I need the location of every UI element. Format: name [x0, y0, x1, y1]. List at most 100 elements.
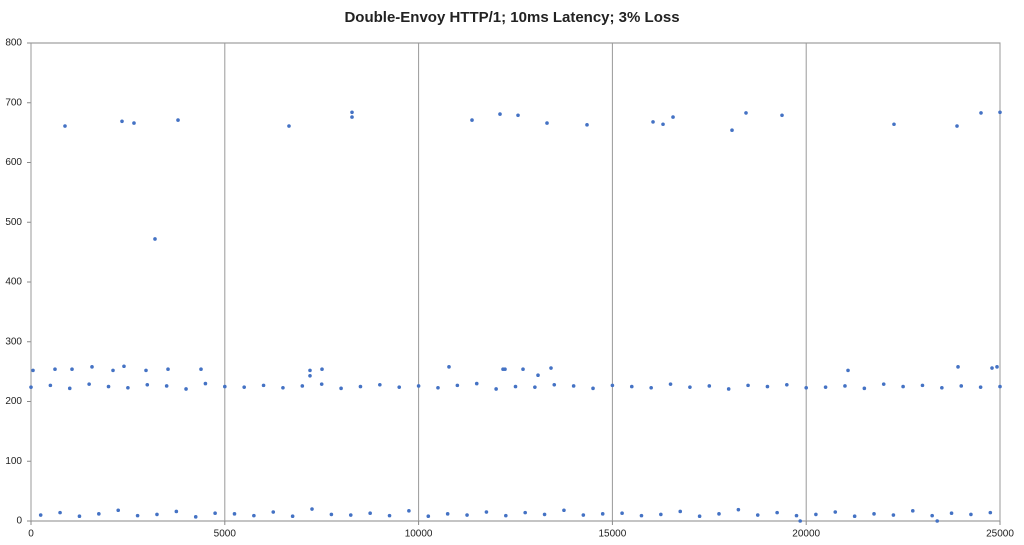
point	[668, 382, 673, 386]
point	[513, 384, 518, 389]
x-tick-label: 0	[28, 529, 34, 540]
point	[153, 237, 157, 241]
point	[320, 367, 324, 372]
point	[416, 384, 421, 388]
point	[571, 384, 576, 388]
point	[892, 122, 896, 127]
x-tick-label: 15000	[598, 529, 626, 540]
point	[969, 512, 973, 517]
point	[979, 111, 983, 115]
point	[591, 386, 595, 391]
point	[730, 128, 734, 133]
point	[585, 123, 589, 127]
point	[48, 383, 53, 388]
y-tick-label: 400	[5, 277, 22, 288]
point	[814, 512, 818, 517]
point	[536, 373, 540, 378]
point	[348, 513, 353, 517]
point	[920, 383, 925, 388]
point	[397, 385, 402, 389]
point	[833, 510, 838, 514]
point	[445, 512, 450, 516]
y-tick-label: 0	[16, 516, 22, 527]
point	[53, 367, 57, 372]
point	[542, 512, 547, 517]
point	[122, 364, 126, 369]
point	[287, 124, 291, 128]
point	[31, 368, 35, 373]
point	[545, 121, 549, 125]
point	[470, 118, 474, 122]
point	[223, 384, 227, 389]
point	[281, 385, 285, 390]
point	[804, 385, 808, 390]
point	[350, 115, 354, 119]
point	[846, 368, 850, 373]
point	[184, 387, 188, 391]
point	[261, 383, 266, 388]
chart-title: Double-Envoy HTTP/1; 10ms Latency; 3% Lo…	[344, 9, 679, 26]
point	[407, 509, 411, 513]
point	[785, 382, 789, 387]
point	[120, 119, 124, 124]
point	[881, 382, 886, 386]
x-tick-label: 25000	[986, 529, 1014, 540]
point	[755, 513, 760, 517]
point	[58, 510, 62, 515]
point	[581, 513, 586, 517]
point	[38, 513, 43, 517]
point	[426, 514, 431, 519]
point	[949, 511, 954, 516]
point	[651, 120, 655, 124]
point	[77, 514, 82, 519]
point	[940, 385, 944, 390]
point	[688, 385, 692, 389]
point	[671, 115, 675, 119]
point	[988, 510, 993, 515]
point	[910, 509, 915, 513]
point	[358, 384, 363, 389]
point	[697, 514, 702, 519]
point	[111, 368, 115, 373]
point	[498, 112, 502, 116]
point	[308, 374, 312, 378]
point	[990, 366, 994, 370]
point	[63, 124, 67, 128]
point	[145, 382, 150, 387]
point	[436, 385, 440, 390]
point	[707, 384, 712, 388]
point	[232, 512, 237, 516]
point	[29, 385, 33, 389]
point	[144, 368, 148, 373]
point	[132, 121, 136, 125]
point	[891, 513, 896, 517]
point	[387, 513, 392, 518]
point	[213, 511, 217, 516]
point	[930, 513, 934, 518]
point	[978, 385, 983, 389]
y-tick-label: 500	[5, 217, 22, 228]
point	[956, 365, 960, 369]
point	[126, 385, 130, 390]
point	[339, 386, 343, 391]
point	[823, 385, 828, 389]
y-tick-label: 700	[5, 97, 22, 108]
point	[955, 124, 959, 128]
point	[174, 509, 179, 514]
point	[639, 513, 644, 518]
point	[242, 385, 246, 389]
point	[620, 511, 624, 516]
point	[872, 512, 876, 516]
point	[447, 365, 451, 369]
point	[329, 512, 334, 517]
y-tick-label: 600	[5, 157, 22, 168]
point	[523, 510, 527, 515]
point	[455, 383, 460, 388]
point	[935, 519, 940, 523]
point	[717, 512, 721, 516]
point	[775, 510, 779, 515]
point	[562, 508, 566, 513]
point	[843, 384, 847, 388]
point	[176, 118, 180, 122]
